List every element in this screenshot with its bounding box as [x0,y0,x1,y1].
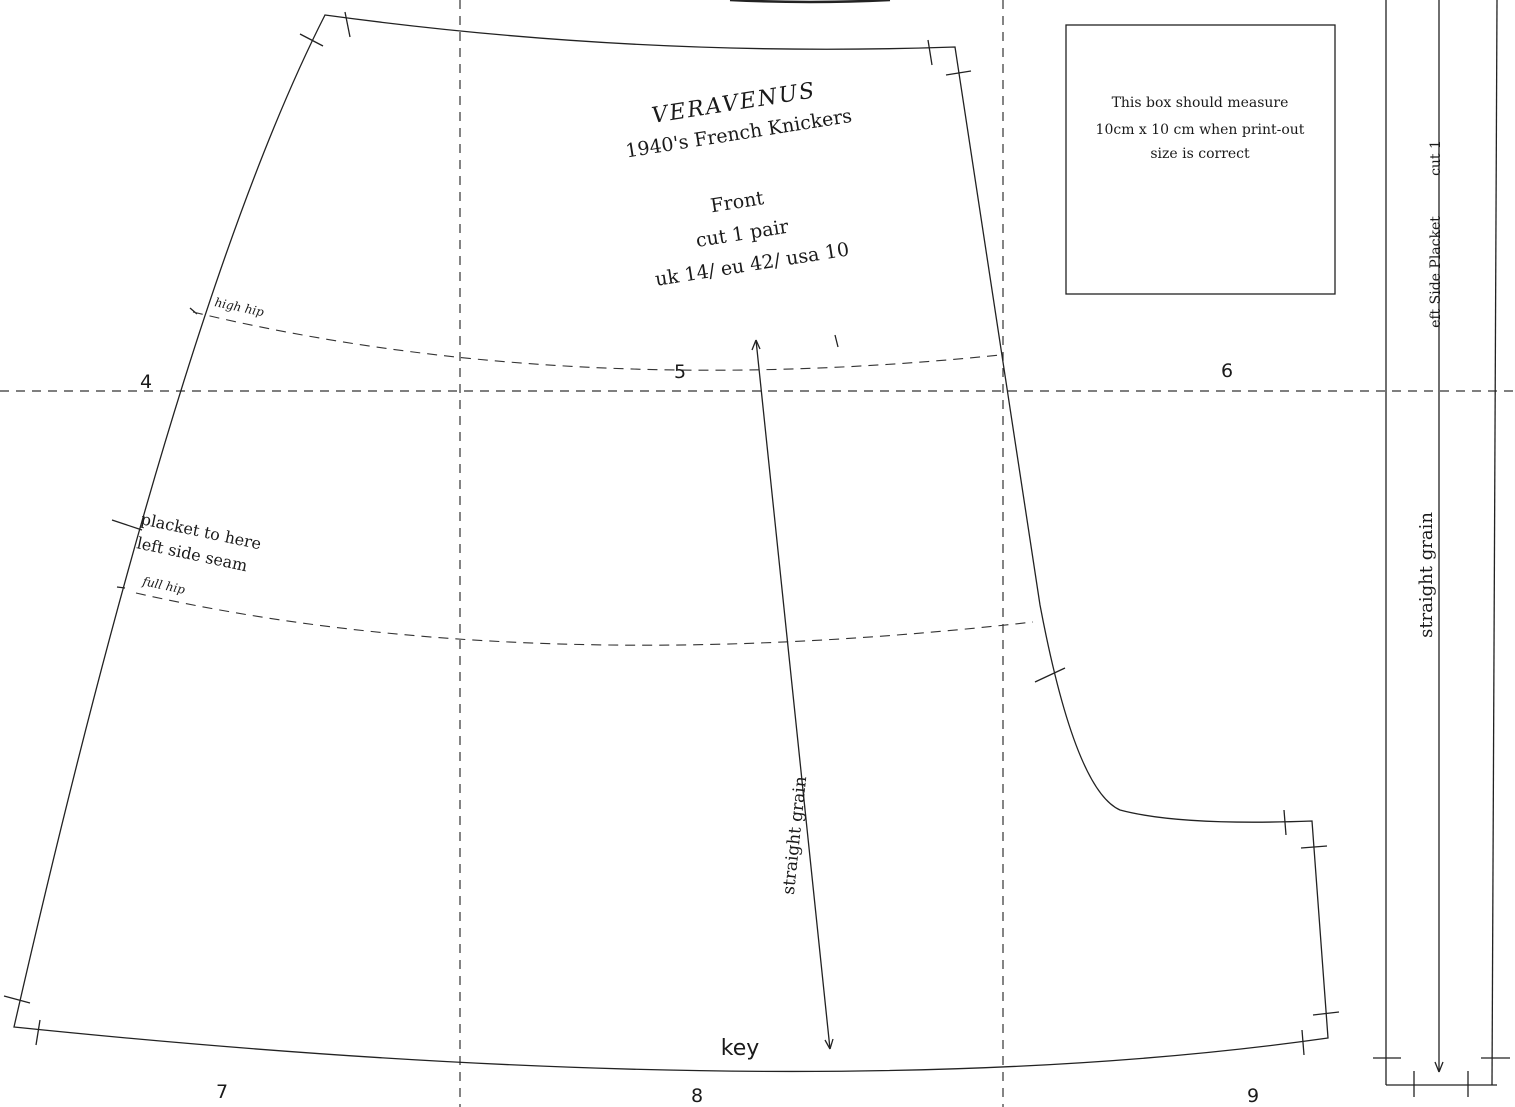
placket-grain-arrow [1434,0,1444,1073]
full-hip-label: full hip [140,574,186,597]
top-edge-arc [729,0,891,4]
high-hip-label: high hip [213,295,265,319]
key-label: key [721,1036,760,1061]
notch-marks [3,11,1340,1056]
piece-name: Front [709,187,766,217]
front-grain-arrow [751,339,834,1050]
page-number: 6 [1221,360,1233,382]
placket-grain-label: straight grain [1416,512,1437,638]
test-box-line-1: This box should measure [1112,95,1289,111]
placket-cut-label: cut 1 [1428,140,1444,176]
test-box-line-3: size is correct [1150,146,1250,162]
page-number: 8 [691,1085,703,1107]
front-pattern-outline [13,14,1329,1073]
page-number: 9 [1247,1085,1259,1107]
page-number: 5 [674,361,686,383]
test-box-line-2: 10cm x 10 cm when print-out [1096,122,1305,138]
page-number: 7 [216,1081,228,1103]
cut-instruction: cut 1 pair [694,216,791,252]
test-square-box [1065,24,1336,295]
high-hip-line [192,311,1001,371]
page-number: 4 [140,371,152,393]
size-label: uk 14/ eu 42/ usa 10 [654,238,851,290]
placket-piece [1373,0,1510,1097]
front-grain-label: straight grain [779,775,811,895]
full-hip-line [135,592,1034,646]
placket-title: eft Side Placket [1428,216,1444,328]
